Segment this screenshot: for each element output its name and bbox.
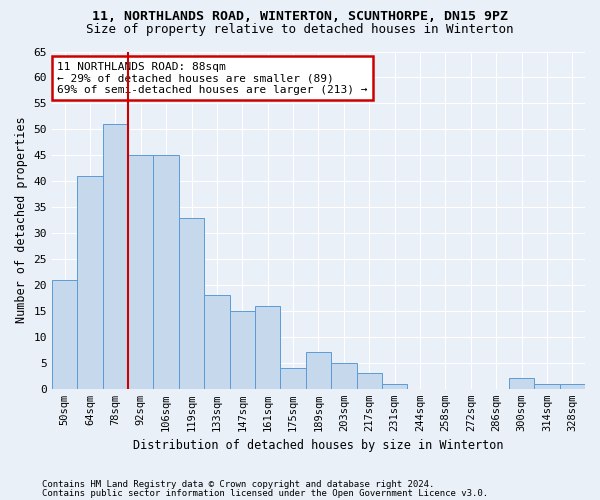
Text: Contains HM Land Registry data © Crown copyright and database right 2024.: Contains HM Land Registry data © Crown c…: [42, 480, 434, 489]
Bar: [306, 352, 331, 389]
Bar: [204, 296, 230, 389]
Bar: [255, 306, 280, 389]
Text: 11 NORTHLANDS ROAD: 88sqm
← 29% of detached houses are smaller (89)
69% of semi-: 11 NORTHLANDS ROAD: 88sqm ← 29% of detac…: [57, 62, 368, 95]
Bar: [331, 363, 356, 389]
Text: Size of property relative to detached houses in Winterton: Size of property relative to detached ho…: [86, 22, 514, 36]
Bar: [534, 384, 560, 389]
Text: Contains public sector information licensed under the Open Government Licence v3: Contains public sector information licen…: [42, 488, 488, 498]
Bar: [128, 156, 154, 389]
Y-axis label: Number of detached properties: Number of detached properties: [15, 117, 28, 324]
Bar: [509, 378, 534, 389]
Bar: [230, 311, 255, 389]
Bar: [52, 280, 77, 389]
Bar: [103, 124, 128, 389]
Bar: [356, 373, 382, 389]
Text: 11, NORTHLANDS ROAD, WINTERTON, SCUNTHORPE, DN15 9PZ: 11, NORTHLANDS ROAD, WINTERTON, SCUNTHOR…: [92, 10, 508, 23]
Bar: [154, 156, 179, 389]
X-axis label: Distribution of detached houses by size in Winterton: Distribution of detached houses by size …: [133, 440, 504, 452]
Bar: [560, 384, 585, 389]
Bar: [382, 384, 407, 389]
Bar: [77, 176, 103, 389]
Bar: [280, 368, 306, 389]
Bar: [179, 218, 204, 389]
